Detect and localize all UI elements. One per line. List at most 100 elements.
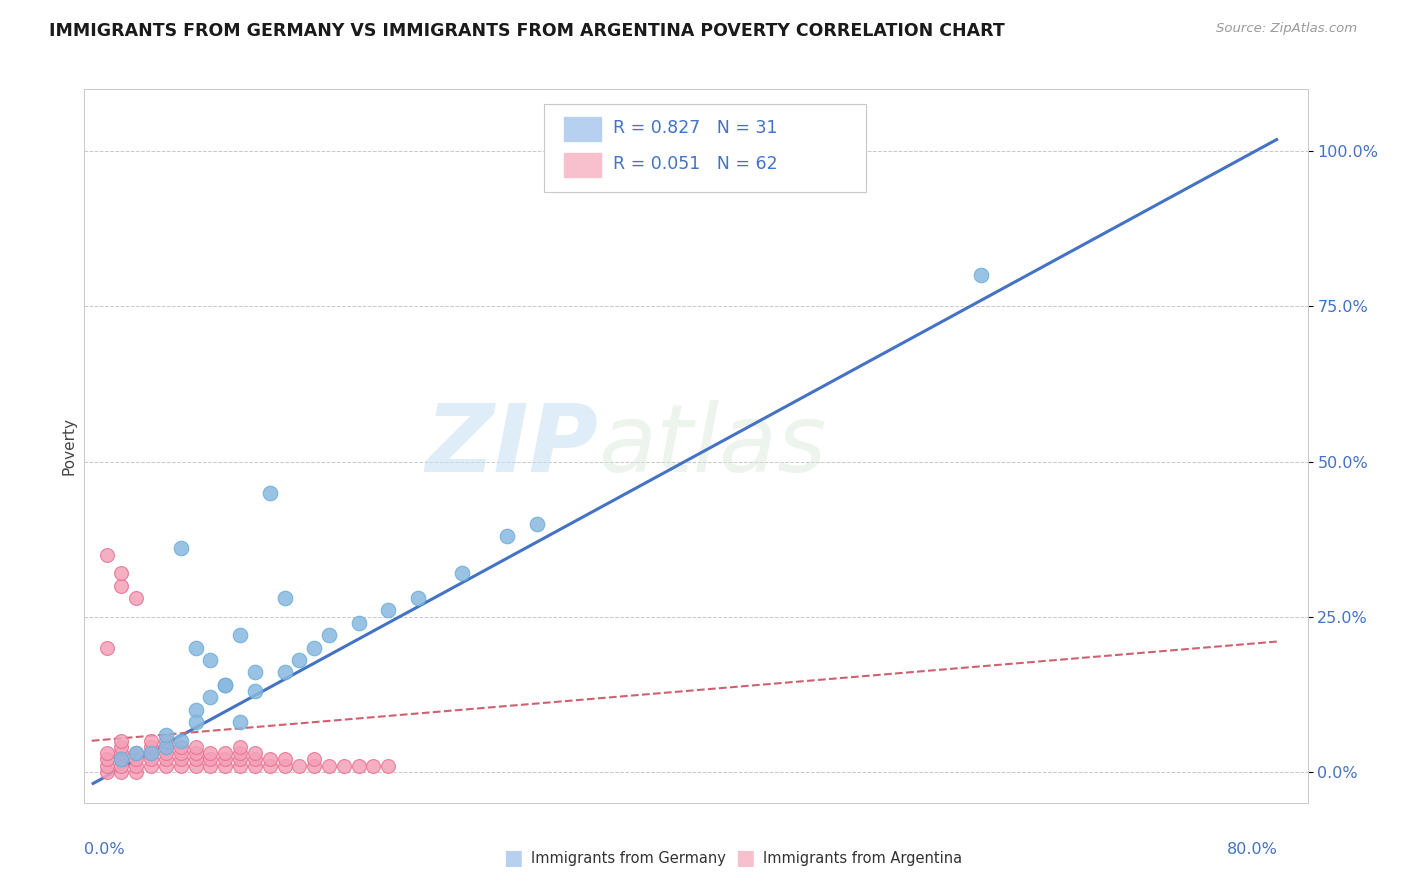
Point xyxy=(229,628,252,642)
Point xyxy=(243,752,266,766)
Point xyxy=(125,758,148,772)
Point xyxy=(110,752,132,766)
Point xyxy=(155,752,177,766)
Point xyxy=(243,758,266,772)
Point xyxy=(214,758,236,772)
Point xyxy=(125,746,148,760)
Point xyxy=(110,758,132,772)
Point xyxy=(110,764,132,779)
Point xyxy=(229,739,252,754)
Point xyxy=(288,758,311,772)
Point xyxy=(139,758,162,772)
Point xyxy=(377,758,399,772)
Text: Immigrants from Argentina: Immigrants from Argentina xyxy=(763,851,963,865)
Point xyxy=(96,764,118,779)
Point xyxy=(273,591,295,605)
Point xyxy=(139,733,162,747)
Point xyxy=(110,752,132,766)
Point xyxy=(259,485,281,500)
Point xyxy=(110,746,132,760)
Point xyxy=(273,752,295,766)
Point xyxy=(288,653,311,667)
Point xyxy=(96,752,118,766)
Point xyxy=(243,684,266,698)
Point xyxy=(259,752,281,766)
Point xyxy=(139,752,162,766)
Point xyxy=(214,678,236,692)
FancyBboxPatch shape xyxy=(544,104,866,192)
Point xyxy=(214,746,236,760)
Point xyxy=(200,758,222,772)
Text: ■: ■ xyxy=(503,848,523,868)
Point xyxy=(200,752,222,766)
Point xyxy=(184,752,207,766)
FancyBboxPatch shape xyxy=(564,153,600,177)
Point xyxy=(110,739,132,754)
Point xyxy=(184,703,207,717)
Point xyxy=(170,746,193,760)
Point xyxy=(125,591,148,605)
Point xyxy=(184,758,207,772)
Point xyxy=(302,758,325,772)
Point xyxy=(333,758,356,772)
Point xyxy=(96,758,118,772)
Point xyxy=(139,746,162,760)
Point xyxy=(406,591,429,605)
Text: ZIP: ZIP xyxy=(425,400,598,492)
Y-axis label: Poverty: Poverty xyxy=(60,417,76,475)
Point xyxy=(318,758,340,772)
Point xyxy=(229,715,252,730)
Text: 80.0%: 80.0% xyxy=(1227,842,1278,857)
Point xyxy=(184,715,207,730)
Point xyxy=(110,566,132,581)
Text: Immigrants from Germany: Immigrants from Germany xyxy=(531,851,727,865)
Point xyxy=(302,752,325,766)
Point xyxy=(200,690,222,705)
Point xyxy=(170,739,193,754)
Point xyxy=(318,628,340,642)
Point xyxy=(184,746,207,760)
Point xyxy=(155,739,177,754)
Point xyxy=(229,758,252,772)
Point xyxy=(170,752,193,766)
Point xyxy=(155,727,177,741)
Point xyxy=(200,746,222,760)
Point xyxy=(96,548,118,562)
Point xyxy=(302,640,325,655)
Point xyxy=(155,739,177,754)
Point xyxy=(243,746,266,760)
Point xyxy=(170,758,193,772)
Point xyxy=(496,529,519,543)
Point xyxy=(110,579,132,593)
Point xyxy=(259,758,281,772)
Text: ■: ■ xyxy=(735,848,755,868)
Point xyxy=(139,746,162,760)
Point xyxy=(184,739,207,754)
Point xyxy=(170,733,193,747)
Point xyxy=(377,603,399,617)
Point xyxy=(970,268,993,283)
Text: Source: ZipAtlas.com: Source: ZipAtlas.com xyxy=(1216,22,1357,36)
Point xyxy=(184,640,207,655)
Point xyxy=(155,733,177,747)
Point xyxy=(155,758,177,772)
Text: R = 0.051   N = 62: R = 0.051 N = 62 xyxy=(613,155,778,173)
Point xyxy=(139,739,162,754)
Point xyxy=(155,746,177,760)
Point xyxy=(170,541,193,556)
Text: atlas: atlas xyxy=(598,401,827,491)
Point xyxy=(526,516,548,531)
Point xyxy=(363,758,385,772)
Point xyxy=(96,640,118,655)
FancyBboxPatch shape xyxy=(564,117,600,141)
Point xyxy=(214,678,236,692)
Point xyxy=(125,752,148,766)
Point xyxy=(229,746,252,760)
Text: IMMIGRANTS FROM GERMANY VS IMMIGRANTS FROM ARGENTINA POVERTY CORRELATION CHART: IMMIGRANTS FROM GERMANY VS IMMIGRANTS FR… xyxy=(49,22,1005,40)
Point xyxy=(347,758,370,772)
Text: R = 0.827   N = 31: R = 0.827 N = 31 xyxy=(613,120,778,137)
Point xyxy=(243,665,266,680)
Point xyxy=(96,746,118,760)
Text: 0.0%: 0.0% xyxy=(84,842,125,857)
Point xyxy=(125,764,148,779)
